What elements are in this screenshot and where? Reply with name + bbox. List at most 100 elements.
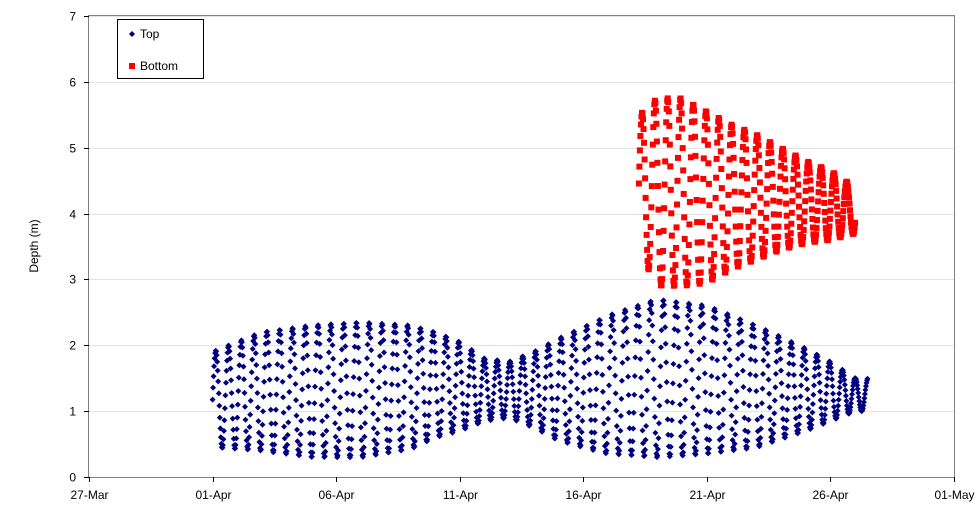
bottom-point	[708, 268, 715, 275]
top-point	[772, 384, 779, 391]
top-point	[305, 399, 312, 406]
top-point	[521, 366, 528, 372]
top-point	[495, 367, 502, 374]
top-point	[822, 398, 829, 405]
top-point	[789, 345, 796, 352]
top-point	[232, 442, 239, 448]
top-point	[581, 346, 588, 353]
top-point	[310, 430, 317, 437]
top-point	[779, 393, 785, 400]
top-point	[652, 429, 659, 436]
top-point	[823, 390, 830, 397]
top-point	[248, 383, 255, 390]
top-point	[639, 427, 646, 434]
bottom-point	[813, 231, 819, 238]
top-point	[331, 404, 338, 411]
bottom-point	[700, 155, 707, 162]
top-point	[318, 385, 325, 392]
bottom-point	[692, 133, 698, 140]
top-point	[783, 417, 790, 424]
top-point	[338, 361, 345, 368]
top-point	[335, 447, 342, 454]
top-point	[388, 381, 395, 388]
bottom-point	[636, 163, 643, 170]
bottom-point	[711, 234, 718, 241]
bottom-point	[821, 209, 828, 215]
bottom-point	[737, 223, 744, 230]
top-point	[635, 312, 642, 319]
bottom-point	[718, 185, 725, 192]
top-point	[766, 390, 773, 397]
top-point	[284, 441, 291, 448]
bottom-point	[846, 194, 852, 201]
top-point	[396, 426, 403, 433]
top-point	[559, 349, 566, 356]
top-point	[642, 446, 649, 453]
top-point	[573, 371, 580, 378]
top-point	[510, 396, 517, 403]
top-point	[447, 410, 454, 417]
top-point	[226, 343, 232, 350]
top-point	[332, 433, 339, 440]
top-point	[445, 364, 452, 371]
legend-bottom-label: Bottom	[140, 59, 178, 73]
top-point	[718, 443, 725, 450]
top-point	[217, 425, 224, 432]
top-point	[605, 415, 611, 422]
top-point	[554, 395, 561, 402]
bottom-point	[778, 162, 784, 169]
top-point	[371, 437, 378, 444]
top-point	[364, 341, 371, 348]
top-point	[740, 400, 747, 407]
top-point	[701, 370, 708, 377]
top-point	[419, 345, 426, 352]
top-point	[365, 330, 372, 337]
top-point	[340, 320, 347, 327]
top-point	[353, 320, 360, 327]
top-point	[660, 297, 667, 304]
top-point	[484, 386, 491, 393]
top-point	[731, 440, 738, 447]
bottom-point	[833, 195, 840, 202]
bottom-point	[767, 142, 774, 149]
top-point	[364, 355, 370, 362]
top-point	[427, 372, 434, 379]
y-tick-label: 1	[69, 405, 76, 419]
bottom-point	[665, 99, 672, 105]
top-point	[338, 346, 345, 353]
top-point	[322, 439, 329, 446]
bottom-point	[764, 186, 771, 193]
bottom-point	[755, 142, 762, 149]
top-point	[588, 417, 594, 423]
bottom-point	[647, 240, 654, 247]
top-point	[259, 421, 266, 428]
top-point	[495, 362, 502, 369]
top-point	[303, 330, 310, 337]
top-point	[712, 315, 719, 322]
top-point	[670, 361, 677, 367]
top-point	[821, 416, 828, 423]
top-point	[215, 390, 222, 397]
top-point	[694, 411, 701, 418]
top-point	[786, 360, 793, 367]
bottom-point	[669, 267, 676, 274]
bottom-point	[691, 118, 698, 125]
bottom-point	[745, 223, 752, 230]
top-point	[638, 374, 644, 381]
top-point	[593, 386, 600, 393]
top-point	[462, 422, 469, 429]
top-point	[808, 416, 815, 423]
top-point	[536, 392, 542, 399]
top-point	[511, 403, 518, 409]
bottom-point	[751, 171, 758, 178]
bottom-point	[750, 203, 757, 210]
top-point	[360, 444, 367, 451]
bottom-point	[653, 120, 660, 127]
bottom-point	[802, 198, 809, 205]
bottom-point	[642, 175, 649, 182]
bottom-point	[780, 149, 787, 156]
top-point	[658, 327, 665, 334]
top-point	[476, 413, 483, 420]
top-point	[266, 362, 273, 369]
top-point	[592, 417, 599, 424]
